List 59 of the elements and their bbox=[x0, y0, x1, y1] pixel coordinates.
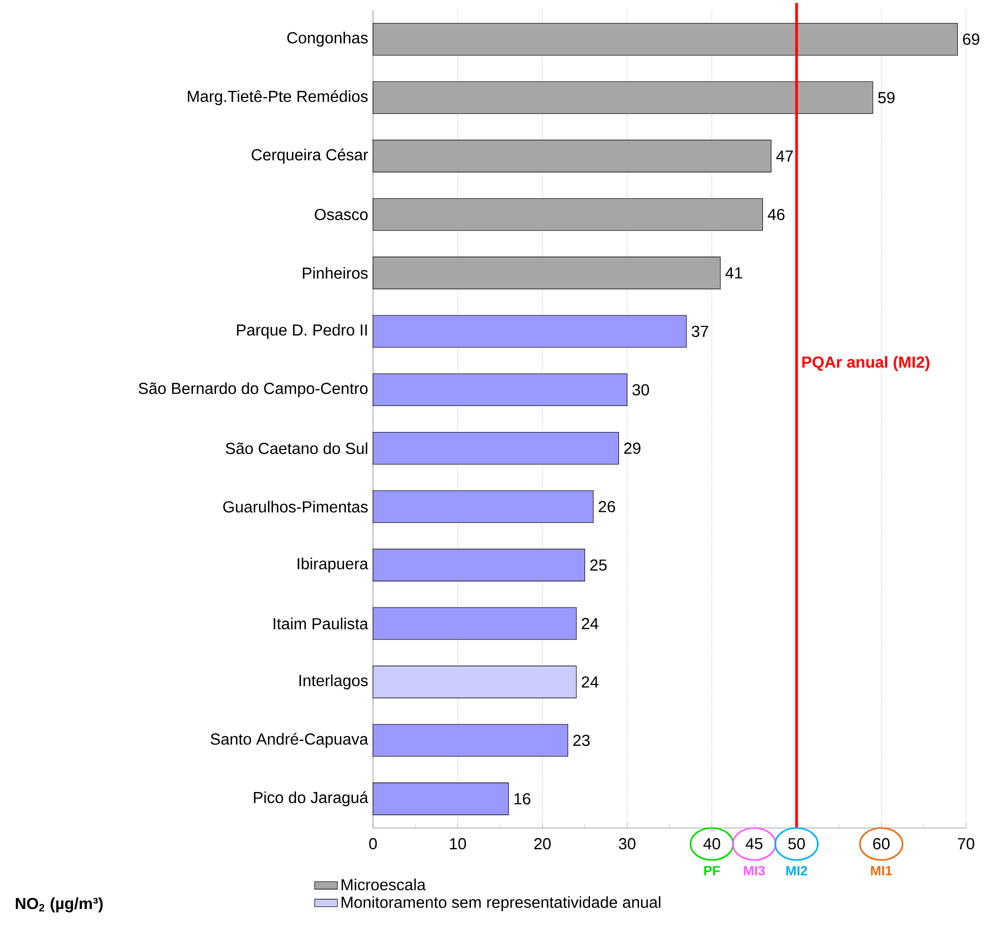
bar bbox=[372, 140, 772, 172]
data-label: 30 bbox=[632, 384, 650, 396]
y-tick-label: Santo André-Capuava bbox=[210, 732, 368, 748]
legend-label: Microescala bbox=[342, 878, 426, 890]
x-axis-title: NO$_{2}$ (µg/m³) bbox=[16, 897, 103, 912]
y-tick-label: Pico do Jaraguá bbox=[254, 791, 368, 806]
text: PF bbox=[704, 866, 720, 876]
x-tick-label: 30 bbox=[618, 838, 636, 850]
bar bbox=[372, 490, 594, 523]
bar bbox=[372, 315, 687, 348]
data-label: 69 bbox=[963, 34, 980, 45]
bar bbox=[372, 256, 721, 290]
bar bbox=[372, 607, 577, 640]
y-tick-label: São Caetano do Sul bbox=[226, 442, 368, 454]
bar bbox=[372, 724, 568, 757]
y-tick-label: Pinheiros bbox=[302, 267, 368, 279]
data-label: 26 bbox=[598, 500, 616, 512]
data-label: 47 bbox=[776, 150, 793, 162]
bar bbox=[372, 548, 586, 582]
data-label: 59 bbox=[878, 92, 895, 104]
x-tick-label: 45 bbox=[746, 838, 762, 850]
bar bbox=[372, 374, 628, 406]
y-tick-label: Interlagos bbox=[300, 674, 368, 690]
x-tick-label: 20 bbox=[534, 838, 551, 850]
data-label: 23 bbox=[573, 734, 590, 746]
data-label: 41 bbox=[725, 267, 742, 278]
data-label: 16 bbox=[514, 793, 530, 804]
y-tick-label: Cerqueira César bbox=[252, 148, 368, 164]
text: MI1 bbox=[871, 866, 892, 876]
data-label: 46 bbox=[768, 208, 784, 220]
data-label: 25 bbox=[590, 559, 607, 571]
data-label: 24 bbox=[582, 676, 598, 688]
x-tick-label: 50 bbox=[788, 838, 805, 850]
legend-label: Monitoramento sem representatividade anual bbox=[342, 896, 660, 912]
data-label: 37 bbox=[692, 326, 708, 338]
y-tick-label: Parque D. Pedro II bbox=[237, 324, 367, 339]
x-tick-label: 0 bbox=[369, 838, 377, 850]
bar bbox=[372, 432, 619, 464]
bar bbox=[372, 81, 874, 114]
text: MI3 bbox=[744, 866, 765, 876]
y-tick-label: Ibirapuera bbox=[298, 558, 368, 573]
bar bbox=[372, 22, 958, 56]
x-tick-label: 70 bbox=[958, 838, 974, 850]
y-tick-label: Marg.Tietê-Pte Remédios bbox=[188, 90, 368, 106]
y-tick-label: Guarulhos-Pimentas bbox=[223, 500, 368, 513]
data-label: 24 bbox=[582, 618, 598, 630]
bar bbox=[372, 198, 763, 231]
y-tick-label: Itaim Paulista bbox=[274, 618, 368, 630]
bar bbox=[372, 666, 577, 698]
bar bbox=[372, 782, 509, 816]
text: MI2 bbox=[786, 866, 808, 876]
y-tick-label: São Bernardo do Campo-Centro bbox=[138, 382, 368, 398]
x-tick-label: 10 bbox=[450, 838, 466, 850]
x-tick-label: 40 bbox=[703, 838, 720, 850]
x-tick-label: 60 bbox=[873, 838, 890, 850]
y-tick-label: Osasco bbox=[314, 208, 368, 220]
y-tick-label: Congonhas bbox=[287, 32, 368, 47]
ref-line-label: PQAr anual (MI2) bbox=[802, 356, 930, 371]
data-label: 29 bbox=[624, 442, 640, 454]
